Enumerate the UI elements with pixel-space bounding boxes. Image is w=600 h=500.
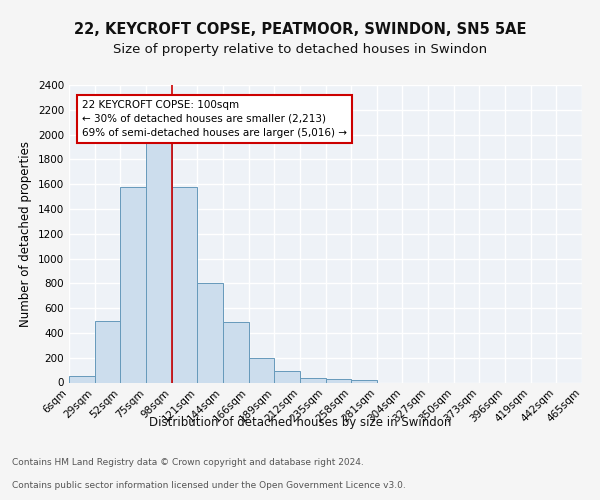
Text: Contains HM Land Registry data © Crown copyright and database right 2024.: Contains HM Land Registry data © Crown c… <box>12 458 364 467</box>
Bar <box>248 358 274 382</box>
Bar <box>197 284 223 382</box>
Bar <box>69 376 95 382</box>
Bar <box>172 186 197 382</box>
Bar <box>351 380 377 382</box>
Bar <box>325 379 351 382</box>
Bar <box>274 372 300 382</box>
Text: Contains public sector information licensed under the Open Government Licence v3: Contains public sector information licen… <box>12 480 406 490</box>
Text: Size of property relative to detached houses in Swindon: Size of property relative to detached ho… <box>113 42 487 56</box>
Y-axis label: Number of detached properties: Number of detached properties <box>19 141 32 327</box>
Bar <box>300 378 325 382</box>
Bar <box>146 141 172 382</box>
Bar <box>223 322 248 382</box>
Text: 22 KEYCROFT COPSE: 100sqm
← 30% of detached houses are smaller (2,213)
69% of se: 22 KEYCROFT COPSE: 100sqm ← 30% of detac… <box>82 100 347 138</box>
Bar <box>121 186 146 382</box>
Text: Distribution of detached houses by size in Swindon: Distribution of detached houses by size … <box>149 416 451 429</box>
Bar <box>95 320 121 382</box>
Text: 22, KEYCROFT COPSE, PEATMOOR, SWINDON, SN5 5AE: 22, KEYCROFT COPSE, PEATMOOR, SWINDON, S… <box>74 22 526 38</box>
